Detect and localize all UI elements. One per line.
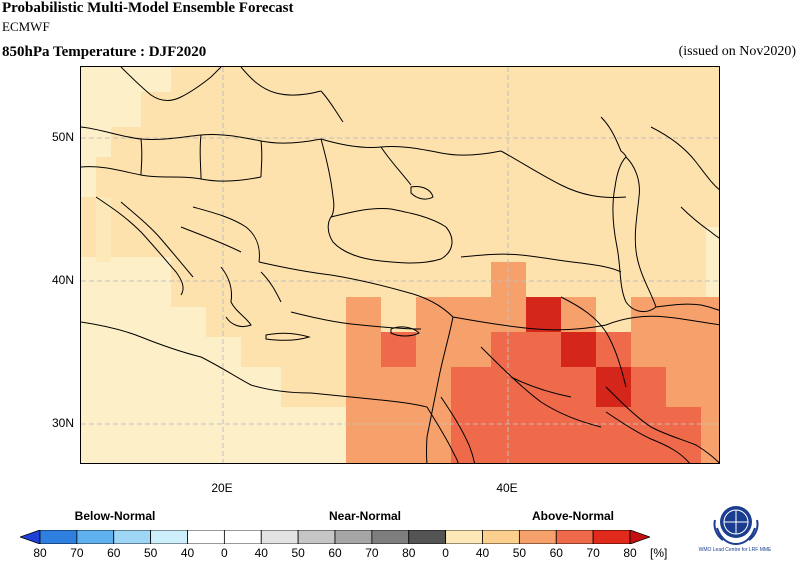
variable-title: 850hPa Temperature : DJF2020 [2,44,207,60]
legend-tick-label: 70 [70,546,84,560]
lat-label-40n: 40N [51,273,74,287]
legend-above-normal: Above-Normal [531,509,614,523]
legend-swatch [629,530,650,544]
legend-tick-label: 70 [586,546,600,560]
legend-tick-label: 40 [254,546,268,560]
legend-tick-label: 40 [180,546,195,560]
legend-swatch [592,530,631,544]
legend-tick-label: 60 [328,546,342,560]
legend-swatch [20,530,41,544]
coastlines [81,67,719,463]
legend-swatch [482,530,520,544]
legend-tick-label: 80 [623,546,637,560]
legend-swatch [518,530,557,544]
legend-swatch [113,530,152,544]
pale-zone-west [81,67,171,197]
legend-tick-label: 50 [512,546,527,560]
legend-swatch [223,530,262,544]
legend-swatch [555,530,594,544]
chart-title: Probabilistic Multi-Model Ensemble Forec… [2,0,294,16]
lon-label-40e: 40E [496,481,518,495]
wmo-logo [713,506,759,546]
legend-swatch [76,530,115,544]
legend-swatch [334,530,373,544]
band-70-80-north [526,297,561,332]
legend-tick-label: 80 [402,546,416,560]
legend-tick-label: 0 [442,546,449,560]
legend-color-bar [20,530,650,544]
legend-tick-label: 60 [549,546,563,560]
graticule [81,67,719,463]
logo-caption: WMO Lead Centre for LRF MME [698,547,772,553]
legend-swatch [39,530,78,544]
band-70-80-mid [561,332,596,367]
legend-swatch [408,530,447,544]
pale-zone-northwest [96,197,111,262]
band-70-80-south [596,367,631,407]
legend-tick-label: 60 [107,546,121,560]
lat-label-50n: 50N [51,130,74,144]
legend-tick-label: 70 [365,546,379,560]
pale-zone-north-africa [81,257,346,463]
legend-swatch [371,530,410,544]
legend-swatch [445,530,483,544]
legend-swatch [187,530,225,544]
legend-tick-label: 50 [291,546,305,560]
legend-swatch [297,530,336,544]
legend-swatch [150,530,188,544]
legend-tick-label: 80 [33,546,47,560]
legend-unit: [%] [650,546,668,560]
issued-date: (issued on Nov2020) [678,44,796,59]
legend-near-normal: Near-Normal [328,509,402,523]
legend-swatch [260,530,299,544]
legend-tick-label: 0 [221,546,228,560]
forecast-map [80,66,720,464]
lat-label-30n: 30N [51,416,74,430]
legend-tick-label: 50 [143,546,158,560]
legend-below-normal: Below-Normal [74,509,156,523]
model-source: ECMWF [2,19,50,34]
legend-tick-label: 40 [475,546,490,560]
lon-label-20e: 20E [211,481,233,495]
map-canvas [81,67,719,463]
